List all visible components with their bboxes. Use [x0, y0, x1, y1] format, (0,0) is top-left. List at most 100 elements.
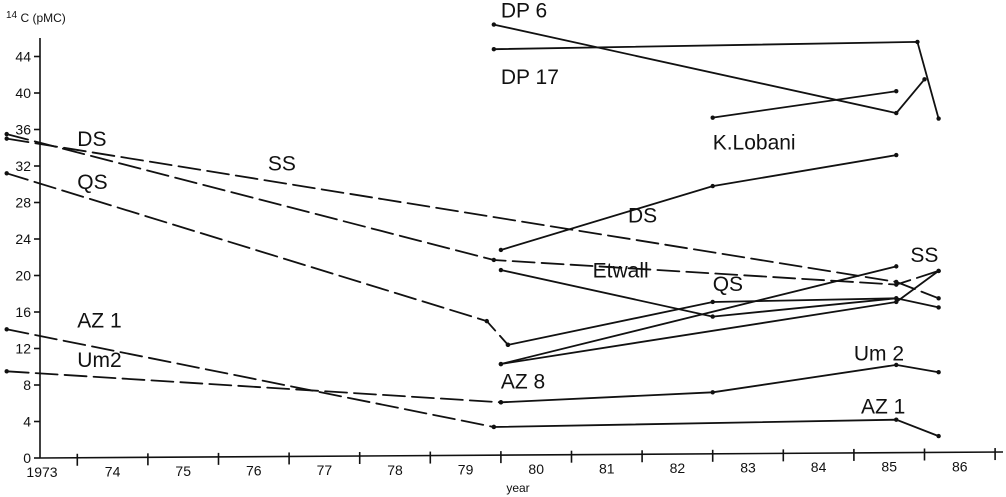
x-tick-label: 78 [387, 462, 403, 478]
series-label: Um2 [77, 349, 121, 372]
data-point [491, 47, 497, 52]
data-point [491, 424, 497, 430]
data-point [894, 299, 899, 305]
y-tick-label: 0 [23, 450, 31, 466]
data-point [894, 296, 899, 301]
series-line [5, 137, 940, 300]
x-tick-label: 77 [317, 462, 333, 478]
series-line [499, 154, 898, 251]
y-tick-label: 36 [15, 122, 31, 138]
data-point [894, 264, 899, 269]
series-line [507, 297, 898, 346]
series-7: Etwall [498, 259, 941, 319]
series-line [499, 265, 898, 365]
series-layer: DP 6 DP 17 K.Lobani DS SS QS DS Etwall QS SS AZ 8 A… [4, 0, 941, 439]
series-13: Um2 [4, 349, 504, 405]
series-line [5, 370, 502, 404]
data-point [936, 268, 941, 274]
y-tick-label: 8 [23, 377, 31, 393]
y-tick-label: 12 [15, 341, 31, 357]
series-line [5, 328, 495, 428]
y-tick-label: 40 [15, 85, 31, 101]
x-tick-label: 84 [811, 459, 827, 475]
y-tick-label: 24 [15, 231, 31, 247]
data-point [498, 361, 504, 367]
series-4: SS [4, 136, 941, 301]
data-point [484, 318, 489, 324]
series-line [492, 418, 940, 438]
series-label: DS [628, 205, 657, 228]
series-label: Um 2 [854, 342, 904, 365]
data-point [710, 299, 715, 305]
series-label: QS [77, 171, 107, 194]
data-point [491, 22, 497, 27]
y-tick-label: 44 [15, 49, 31, 65]
series-3: DS [4, 128, 941, 287]
data-point [4, 131, 9, 137]
data-point [4, 136, 9, 141]
x-tick-label: 74 [105, 464, 121, 480]
series-9: SS [498, 244, 941, 367]
series-label: AZ 8 [501, 371, 545, 394]
series-label: K.Lobani [713, 132, 796, 155]
series-line [5, 133, 940, 286]
series-label: QS [713, 273, 743, 296]
y-tick-label: 20 [15, 268, 31, 284]
data-point [936, 116, 941, 121]
series-label: DS [77, 128, 106, 151]
series-2: K.Lobani [710, 88, 899, 155]
data-point [4, 171, 9, 176]
series-label: Etwall [593, 259, 649, 282]
data-point [936, 296, 941, 301]
y-axis-title-superscript: 14 [6, 10, 18, 21]
data-point [936, 305, 941, 310]
series-8: QS [505, 273, 899, 348]
x-tick-label: 80 [528, 461, 544, 477]
data-point [915, 39, 920, 45]
series-line [711, 90, 898, 119]
data-point [894, 152, 899, 158]
x-tick-label: 1973 [26, 464, 57, 480]
series-label: DP 6 [501, 0, 547, 22]
data-point [498, 247, 504, 253]
x-tick-label: 82 [670, 460, 686, 476]
x-tick-label: 86 [952, 458, 968, 474]
x-axis-title: year [506, 481, 529, 495]
y-tick-label: 4 [23, 414, 31, 430]
svg-text:14 C (pMC): 14 C (pMC) [6, 7, 66, 25]
y-axis-title-text: C (pMC) [20, 11, 65, 25]
y-tick-label: 32 [15, 158, 31, 174]
data-point [894, 417, 899, 422]
data-point [498, 267, 504, 273]
data-point [4, 327, 9, 332]
series-14: Um 2 [498, 342, 941, 405]
data-point [710, 390, 715, 395]
series-label: AZ 1 [861, 395, 905, 418]
data-point [894, 279, 899, 285]
x-tick-label: 75 [175, 463, 191, 479]
data-point [505, 342, 511, 348]
data-point [922, 77, 927, 82]
data-point [4, 369, 9, 374]
y-axis-ticks: 0 4 8 12 16 20 24 28 32 36 40 44 [15, 49, 40, 466]
x-tick-label: 76 [246, 463, 262, 479]
data-point [710, 183, 715, 189]
data-point [710, 115, 715, 120]
series-line [499, 269, 940, 318]
series-line [499, 363, 940, 404]
x-tick-label: 81 [599, 460, 615, 476]
series-label: AZ 1 [77, 310, 121, 333]
y-tick-label: 28 [15, 195, 31, 211]
x-tick-label: 85 [881, 459, 897, 475]
y-axis-title: 14 C (pMC) [6, 7, 66, 25]
data-point [936, 370, 941, 375]
x-tick-label: 83 [740, 460, 756, 476]
x-tick-label: 79 [458, 461, 474, 477]
x-axis-ticks: 1973 74 75 76 77 78 79 80 81 82 83 84 85 86 [26, 448, 996, 480]
series-label: SS [910, 244, 938, 267]
series-12: AZ 1 [491, 395, 941, 439]
data-point [936, 433, 941, 439]
data-point [894, 110, 899, 116]
series-6: DS [498, 152, 899, 253]
